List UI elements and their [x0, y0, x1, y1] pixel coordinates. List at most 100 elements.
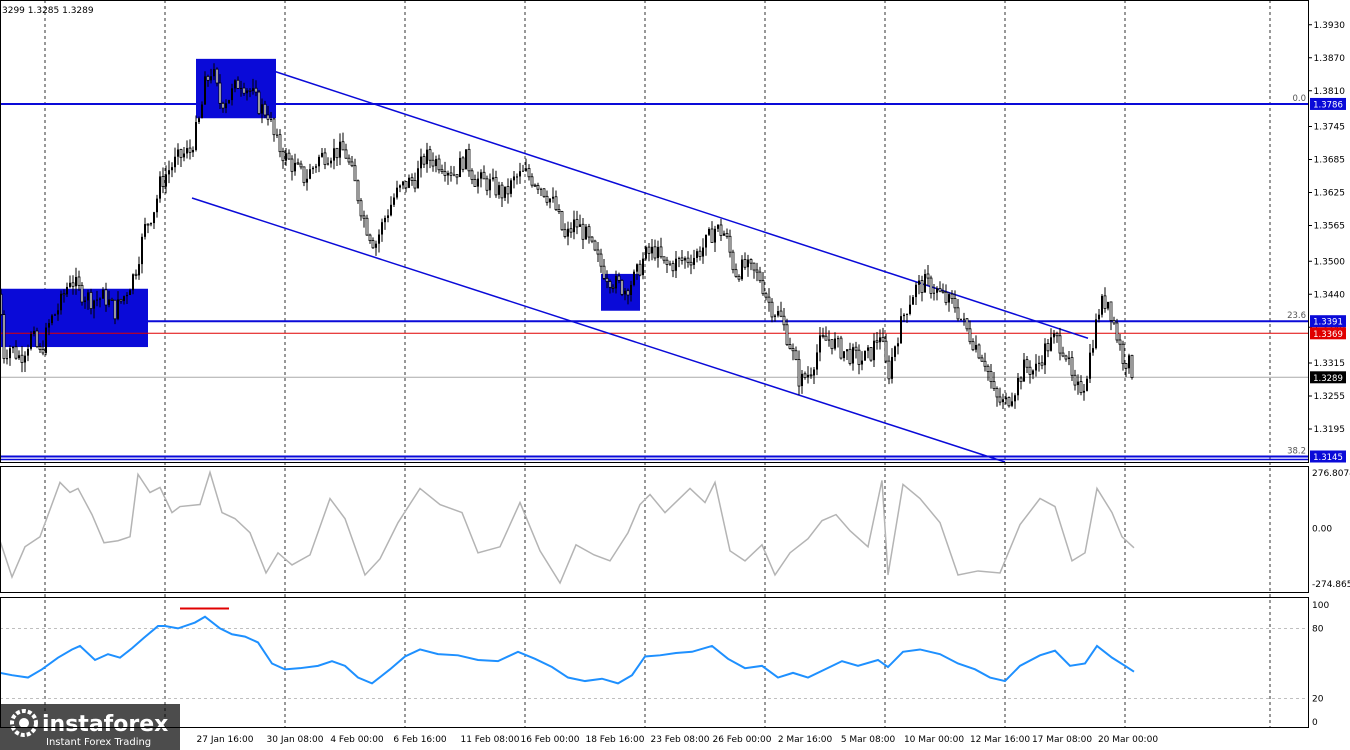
cci-pane-frame — [0, 466, 1309, 593]
price-axis-box — [1310, 450, 1346, 463]
candle-body-down — [956, 307, 960, 320]
candle-body-up — [1023, 359, 1025, 382]
candle-body-down — [473, 179, 477, 187]
candle-body-up — [630, 284, 632, 296]
candle-body-up — [1014, 395, 1016, 402]
rsi-pane[interactable] — [0, 607, 1308, 699]
candle-body-down — [38, 346, 42, 350]
candle-body-up — [126, 295, 128, 297]
candle-body-up — [828, 339, 830, 341]
candle-body-up — [24, 355, 26, 363]
candle-body-up — [159, 176, 161, 199]
cci-pane[interactable] — [0, 469, 1135, 585]
candle-body-up — [861, 360, 863, 365]
candle-body-down — [782, 315, 786, 326]
candle-body-down — [989, 371, 993, 383]
x-tick-label: 20 Mar 00:00 — [1098, 735, 1158, 745]
candle-body-down — [41, 349, 45, 354]
candle-body-up — [177, 149, 179, 157]
candle-body-down — [626, 290, 630, 296]
candle-body-up — [1002, 399, 1004, 403]
candle-body-up — [918, 280, 920, 285]
candle-body-down — [1025, 359, 1029, 368]
candle-body-up — [102, 289, 104, 299]
candle-body-down — [998, 396, 1002, 403]
candle-body-down — [698, 250, 702, 257]
candle-body-down — [788, 344, 792, 349]
cci-tick-label: 0.00 — [1312, 525, 1332, 535]
candle-body-down — [1124, 363, 1128, 369]
candle-body-up — [843, 351, 845, 359]
candle-body-down — [302, 166, 306, 183]
candle-body-up — [513, 176, 515, 181]
y-tick-label: 1.3255 — [1314, 392, 1346, 402]
candle-body-down — [113, 299, 117, 320]
price-axis-box — [1310, 97, 1346, 110]
y-tick-label: 1.3930 — [1314, 21, 1346, 31]
candle-body-up — [837, 338, 839, 340]
candle-body-up — [390, 204, 392, 216]
candle-body-up — [99, 298, 101, 300]
candle-body-up — [123, 296, 125, 301]
price-pane[interactable]: 0.0 23.6 38.2 — [0, 58, 1308, 463]
x-tick-label: 30 Jan 08:00 — [267, 735, 324, 745]
candle-body-up — [285, 153, 287, 161]
candle-body-up — [717, 224, 719, 229]
candle-body-up — [132, 274, 134, 291]
candle-body-down — [869, 347, 873, 361]
candle-body-up — [579, 224, 581, 227]
candle-body-down — [437, 158, 441, 171]
candle-body-down — [353, 165, 357, 182]
candle-body-down — [290, 158, 294, 172]
candle-body-up — [657, 246, 659, 258]
candle-body-up — [396, 187, 398, 198]
gear-icon — [10, 709, 38, 737]
candle-body-down — [14, 346, 18, 359]
vertical-grid — [44, 0, 1271, 728]
candle-body-up — [519, 171, 521, 177]
candle-body-down — [665, 259, 669, 265]
x-tick-label: 12 Mar 16:00 — [970, 735, 1030, 745]
candle-body-up — [378, 234, 380, 244]
candle-body-up — [702, 247, 704, 257]
candle-body-down — [980, 357, 984, 362]
price-axis-value: 1.3369 — [1313, 330, 1343, 340]
candle-body-up — [234, 80, 236, 89]
candle-body-up — [477, 178, 479, 187]
price-axis: 1.3930 1.3870 1.3810 1.3745 1.3685 1.3625 1.35… — [1308, 21, 1350, 728]
candle-body-down — [839, 337, 843, 359]
candle-body-up — [309, 169, 311, 179]
price-pane-frame — [0, 0, 1309, 463]
candle-body-down — [986, 365, 990, 372]
candle-body-down — [590, 236, 594, 242]
candle-body-down — [920, 280, 924, 293]
y-tick-label: 1.3500 — [1314, 257, 1346, 267]
price-axis-value: 1.3145 — [1313, 453, 1343, 463]
candle-body-up — [1083, 390, 1085, 393]
candle-body-up — [696, 251, 698, 258]
rsi-pane-frame — [0, 597, 1309, 728]
x-tick-label: 2 Mar 16:00 — [778, 735, 833, 745]
ohlc-header: 3299 1.3285 1.3289 — [2, 6, 94, 16]
candle-body-down — [569, 228, 573, 233]
candle-body-down — [368, 234, 372, 242]
candle-body-down — [1115, 322, 1119, 341]
candle-body-up — [525, 168, 527, 171]
candle-body-down — [248, 90, 252, 92]
candle-body-up — [261, 104, 263, 114]
candle-body-up — [693, 257, 695, 265]
candle-body-down — [356, 180, 360, 202]
candle-body-down — [35, 330, 39, 348]
candle-body-up — [96, 299, 98, 301]
candle-body-up — [339, 141, 341, 158]
candle-body-down — [710, 228, 714, 243]
candle-body-up — [684, 258, 686, 261]
candle-body-down — [359, 200, 363, 217]
candle-body-down — [977, 344, 981, 359]
y-tick-label: 1.3870 — [1314, 54, 1346, 64]
candle-body-down — [581, 223, 585, 240]
candle-body-up — [150, 223, 152, 225]
price-axis-value: 1.3786 — [1313, 100, 1343, 110]
candle-body-up — [165, 174, 167, 187]
candle-body-up — [489, 179, 491, 191]
